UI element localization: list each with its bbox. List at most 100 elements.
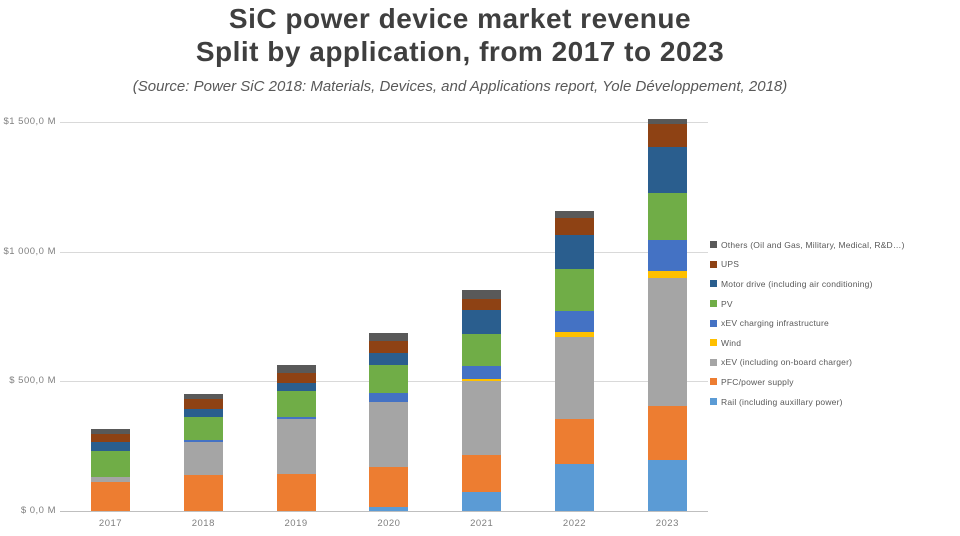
bar-segment: [462, 366, 502, 379]
bar-segment: [647, 459, 687, 511]
bar-segment: [183, 408, 223, 417]
bar-segment: [183, 441, 223, 475]
bar-segment: [647, 193, 687, 240]
legend-swatch-icon: [710, 378, 717, 386]
bar-2020: [369, 333, 409, 511]
source-note: (Source: Power SiC 2018: Materials, Devi…: [132, 78, 788, 95]
bar-segment: [369, 353, 409, 366]
x-axis-label-2022: 2022: [562, 518, 587, 529]
bar-2023: [647, 118, 687, 511]
legend-item: Wind: [710, 333, 905, 353]
bar-segment: [183, 439, 223, 442]
x-axis-label-2018: 2018: [191, 518, 215, 529]
bar-segment: [555, 210, 594, 218]
gridline-1500: [60, 122, 708, 124]
x-axis-label-2019: 2019: [284, 518, 308, 529]
gridline-1000: [60, 251, 708, 253]
legend-item: xEV charging infrastructure: [710, 313, 905, 333]
bar-2021: [462, 289, 502, 511]
legend-swatch-icon: [710, 319, 717, 327]
x-axis-label-2017: 2017: [98, 518, 123, 529]
bar-segment: [369, 341, 409, 354]
bar-segment: [183, 416, 223, 440]
legend-item: Motor drive (including air conditioning): [710, 274, 905, 294]
bar-segment: [647, 239, 687, 272]
bar-segment: [462, 378, 502, 382]
bar-segment: [276, 372, 316, 383]
bar-segment: [462, 298, 502, 311]
bar-segment: [91, 450, 130, 477]
x-axis-label-2023: 2023: [655, 518, 679, 529]
y-axis-label: $1 000,0 M: [3, 245, 56, 257]
bar-segment: [462, 492, 502, 511]
bar-segment: [647, 406, 687, 460]
bar-segment: [555, 419, 594, 465]
bar-segment: [555, 336, 594, 420]
bar-segment: [183, 474, 223, 511]
x-axis-label-2020: 2020: [377, 518, 401, 529]
bar-segment: [183, 393, 223, 399]
legend-label: PFC/power supply: [721, 376, 794, 387]
legend-label: xEV (including on-board charger): [721, 357, 853, 368]
legend-swatch-icon: [710, 260, 717, 268]
legend-swatch-icon: [710, 241, 717, 249]
bar-segment: [647, 278, 687, 407]
bar-2018: [183, 393, 223, 511]
bar-segment: [647, 146, 687, 194]
bar-segment: [647, 118, 687, 124]
bar-segment: [276, 473, 316, 511]
legend-swatch-icon: [710, 358, 717, 366]
bar-segment: [555, 332, 594, 337]
bar-segment: [91, 442, 130, 451]
bar-segment: [91, 476, 130, 483]
legend-item: PFC/power supply: [710, 372, 905, 392]
bar-segment: [91, 434, 130, 443]
bar-segment: [555, 217, 594, 236]
legend-swatch-icon: [710, 398, 717, 406]
legend-label: Wind: [721, 337, 742, 348]
bar-segment: [276, 419, 316, 474]
legend-label: UPS: [721, 259, 740, 270]
bar-segment: [555, 268, 594, 311]
title-line-2: Split by application, from 2017 to 2023: [195, 36, 725, 67]
bar-segment: [647, 123, 687, 147]
bar-segment: [462, 381, 502, 456]
bar-segment: [276, 364, 316, 373]
legend-item: Others (Oil and Gas, Military, Medical, …: [710, 235, 905, 255]
legend-label: PV: [721, 298, 733, 309]
bar-segment: [462, 289, 502, 299]
legend-item: PV: [710, 294, 905, 314]
y-axis-label: $1 500,0 M: [3, 116, 56, 128]
bar-segment: [462, 310, 502, 334]
bar-segment: [369, 401, 409, 467]
bar-2022: [555, 210, 594, 511]
bar-segment: [276, 390, 316, 417]
bar-segment: [369, 506, 409, 511]
bar-segment: [183, 398, 223, 409]
legend-swatch-icon: [710, 339, 717, 347]
legend-item: xEV (including on-board charger): [710, 353, 905, 373]
bar-segment: [555, 464, 594, 511]
chart-title: SiC power device market revenue Split by…: [0, 2, 920, 68]
bar-segment: [647, 271, 687, 279]
y-axis-label: $ 0,0 M: [20, 505, 56, 516]
bar-segment: [369, 365, 409, 394]
bar-segment: [276, 416, 316, 420]
legend-label: xEV charging infrastructure: [721, 318, 829, 329]
legend-label: Others (Oil and Gas, Military, Medical, …: [721, 239, 905, 250]
bar-segment: [369, 393, 409, 402]
bar-2017: [91, 429, 130, 511]
title-line-1: SiC power device market revenue: [228, 3, 692, 34]
gridline-0: [60, 511, 708, 512]
chart-legend: Others (Oil and Gas, Military, Medical, …: [710, 235, 905, 411]
legend-swatch-icon: [710, 280, 717, 288]
legend-swatch-icon: [710, 300, 717, 308]
legend-item: Rail (including auxillary power): [710, 392, 905, 412]
y-axis-label: $ 500,0 M: [9, 375, 56, 387]
legend-item: UPS: [710, 255, 905, 275]
bar-segment: [276, 382, 316, 391]
bar-segment: [462, 455, 502, 493]
x-axis-label-2021: 2021: [470, 518, 494, 529]
bar-segment: [555, 310, 594, 333]
